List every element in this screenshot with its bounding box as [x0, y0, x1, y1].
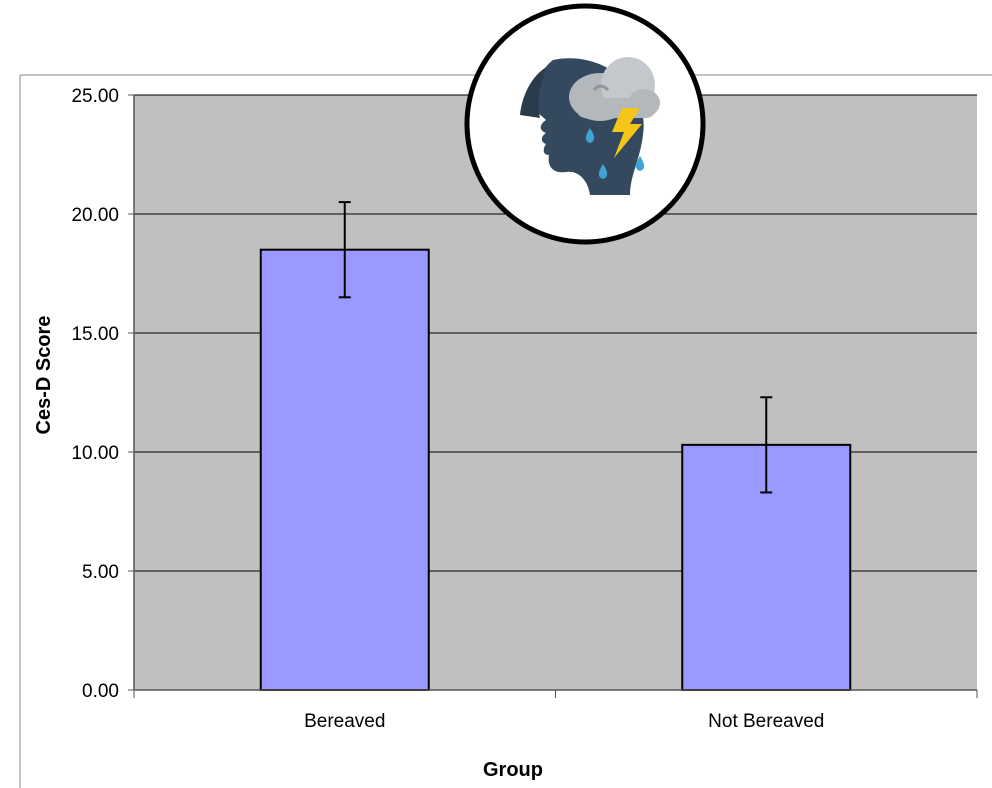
y-tick-labels: 0.00 5.00 10.00 15.00 20.00 25.00	[71, 86, 134, 702]
bars	[259, 201, 852, 691]
y-tick-label: 15.00	[71, 324, 119, 345]
y-axis-title: Ces-D Score	[33, 316, 55, 435]
x-axis-title: Group	[483, 759, 543, 781]
y-tick-label: 25.00	[71, 86, 119, 107]
badge	[464, 3, 706, 245]
y-tick-label: 20.00	[71, 205, 119, 226]
y-tick-label: 0.00	[82, 681, 119, 702]
head-storm-cloud-icon	[520, 57, 660, 196]
y-tick-label: 5.00	[82, 562, 119, 583]
x-tick-label: Bereaved	[304, 711, 385, 732]
y-tick-label: 10.00	[71, 443, 119, 464]
bar-bereaved	[259, 248, 430, 691]
x-tick-labels: Bereaved Not Bereaved	[133, 690, 978, 732]
x-tick-label: Not Bereaved	[708, 711, 824, 732]
